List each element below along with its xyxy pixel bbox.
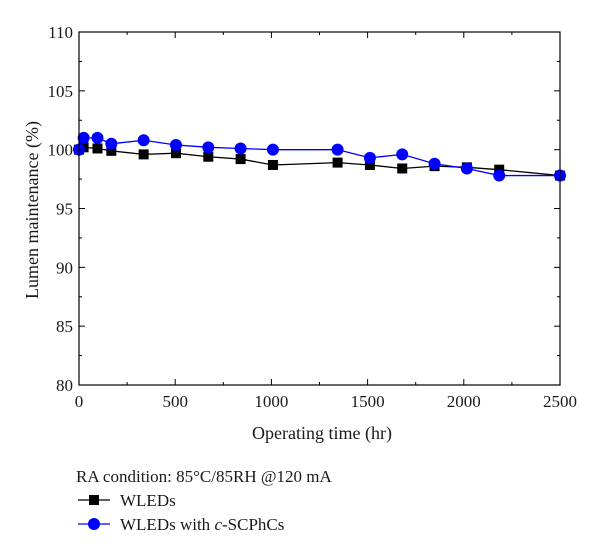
- data-point-circle: [77, 131, 90, 144]
- series-line-1: [78, 137, 560, 177]
- x-tick-label: 500: [162, 392, 188, 411]
- y-tick-label: 105: [48, 82, 74, 101]
- x-tick-label: 2500: [543, 392, 577, 411]
- legend-marker-circle: [88, 518, 100, 530]
- legend: RA condition: 85°C/85RH @120 mA WLEDsWLE…: [76, 467, 332, 534]
- data-point-circle: [91, 131, 104, 144]
- data-point-square: [106, 145, 117, 156]
- data-point-circle: [428, 157, 441, 170]
- plot-area: [73, 131, 566, 182]
- data-point-circle: [137, 134, 150, 147]
- data-point-square: [267, 159, 278, 170]
- y-tick-label: 95: [56, 200, 73, 219]
- data-point-square: [364, 159, 375, 170]
- data-point-circle: [169, 138, 182, 151]
- data-point-square: [332, 157, 343, 168]
- data-point-circle: [493, 169, 506, 182]
- x-tick-label: 1500: [351, 392, 385, 411]
- legend-items: WLEDs WLEDs with c-SCPhCs: [78, 491, 284, 534]
- data-point-circle: [202, 141, 215, 154]
- y-tick-label: 90: [56, 258, 73, 277]
- legend-label-0: WLEDs: [120, 491, 176, 510]
- data-point-circle: [363, 151, 376, 164]
- data-point-square: [92, 143, 103, 154]
- data-point-circle: [460, 162, 473, 175]
- data-point-square: [203, 151, 214, 162]
- y-tick-label: 100: [48, 141, 74, 160]
- y-tick-label: 80: [56, 376, 73, 395]
- data-point-square: [235, 154, 246, 165]
- legend-title: RA condition: 85°C/85RH @120 mA: [76, 467, 332, 486]
- data-point-circle: [105, 137, 118, 150]
- x-axis-title: Operating time (hr): [252, 423, 392, 444]
- axes: 0 500 1000 1500 2000 2500 80 85 90 95 100 105 110: [48, 23, 578, 411]
- x-tick-label: 0: [75, 392, 84, 411]
- data-point-circle: [331, 143, 344, 156]
- legend-label-1: WLEDs with c-SCPhCs: [120, 515, 284, 534]
- data-point-circle: [266, 143, 279, 156]
- x-tick-label: 1000: [254, 392, 288, 411]
- y-tick-label: 110: [48, 23, 73, 42]
- data-point-square: [170, 148, 181, 159]
- y-axis-title: Lumen maintenance (%): [22, 121, 43, 299]
- data-point-square: [397, 163, 408, 174]
- y-tick-label: 85: [56, 317, 73, 336]
- data-point-square: [138, 149, 149, 160]
- x-tick-label: 2000: [447, 392, 481, 411]
- data-point-circle: [234, 142, 247, 155]
- data-point-circle: [396, 148, 409, 161]
- legend-marker-square: [89, 495, 99, 505]
